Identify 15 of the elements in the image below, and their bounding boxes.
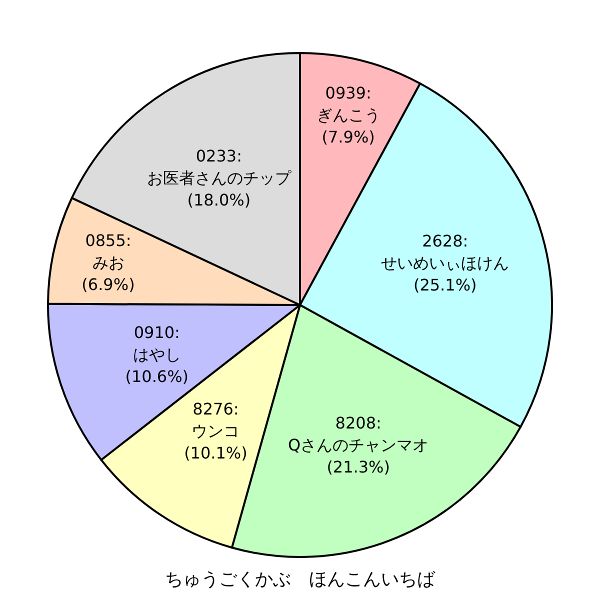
data-label: (6.9%) — [82, 274, 135, 294]
slice-label: 0233:お医者さんのチップ — [146, 146, 292, 188]
data-label: (10.6%) — [125, 366, 189, 386]
data-label: (10.1%) — [184, 444, 248, 463]
data-label: (18.0%) — [187, 190, 251, 210]
data-label: (25.1%) — [413, 276, 477, 295]
slice-label: 0939:ぎんこう — [316, 83, 380, 124]
slice-label: 8276:ウンコ — [192, 400, 240, 441]
text: ちゅうごくかぶ ほんこんいちば — [165, 569, 436, 590]
slice-label: 8208:Qさんのチャンマオ — [288, 413, 429, 454]
slice-label: 0855:みお — [85, 230, 132, 272]
slice-label: 2628:せいめいぃほけん — [381, 232, 510, 273]
data-label: (21.3%) — [326, 457, 390, 476]
data-label: (7.9%) — [322, 127, 375, 146]
slice-label: 0910:はやし — [132, 322, 181, 364]
